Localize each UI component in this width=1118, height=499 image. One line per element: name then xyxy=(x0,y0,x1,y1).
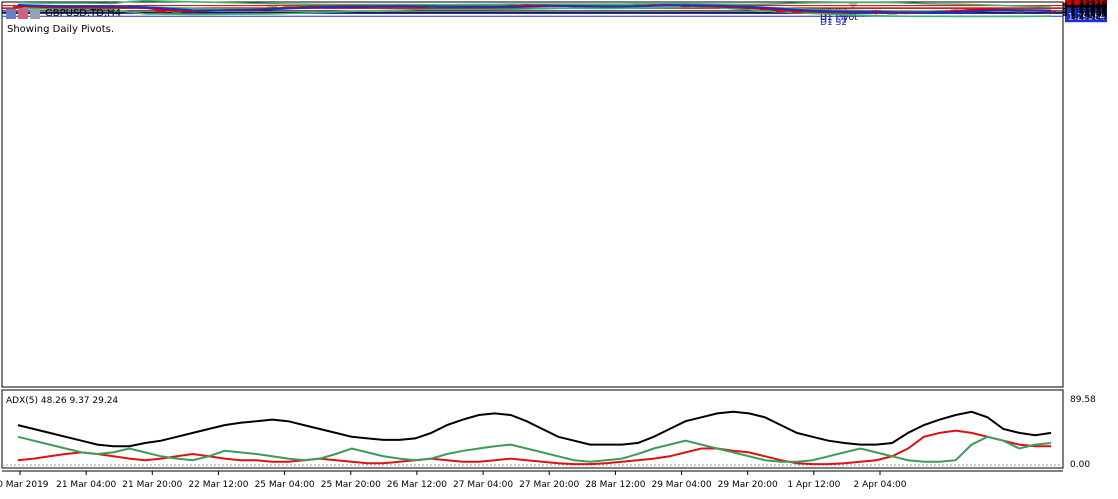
main-panel-frame xyxy=(1,1,1064,388)
adx-panel-frame xyxy=(1,389,1064,469)
adx-tick-label: 0.00 xyxy=(1070,460,1090,470)
pivot-name-label: D1 Pivot xyxy=(820,13,858,23)
bollinger-lower-line xyxy=(17,6,1052,18)
adx-plus-di-line xyxy=(17,435,1052,463)
time-tick-label: 1 Apr 12:00 xyxy=(787,480,840,490)
pivot-name-label: D1 S2 xyxy=(820,18,847,28)
time-tick-label: 21 Mar 20:00 xyxy=(122,480,182,490)
time-tick-label: 27 Mar 04:00 xyxy=(453,480,513,490)
price-tick-label: 1.31450 xyxy=(1070,5,1107,15)
pivot-subtitle: Showing Daily Pivots. xyxy=(7,24,115,35)
price-tick-label: 1.29625 xyxy=(1070,12,1107,22)
adx-minus-di-line xyxy=(17,429,1052,466)
time-tick-label: 29 Mar 04:00 xyxy=(651,480,711,490)
time-tick-label: 29 Mar 20:00 xyxy=(718,480,778,490)
time-tick-label: 22 Mar 12:00 xyxy=(188,480,248,490)
candle-body xyxy=(775,10,786,13)
adx-main-line xyxy=(17,410,1052,448)
symbol-icon xyxy=(6,9,40,19)
candle-body xyxy=(1014,11,1025,13)
bollinger-upper-line xyxy=(17,0,1052,8)
time-tick-label: 28 Mar 12:00 xyxy=(585,480,645,490)
candle-body xyxy=(887,13,898,15)
price-tick-label: 1.32545 xyxy=(1070,1,1107,11)
adx-tick-label: 89.58 xyxy=(1070,395,1096,405)
pivot-name-label: D1 R1 xyxy=(820,10,848,20)
pivot-name-label: D1 S1 xyxy=(820,15,847,25)
time-tick-label: 21 Mar 04:00 xyxy=(56,480,116,490)
time-tick-label: 27 Mar 20:00 xyxy=(519,480,579,490)
time-tick-label: 2 Apr 04:00 xyxy=(854,480,907,490)
price-tick-label: 1.30355 xyxy=(1070,9,1107,19)
price-tick-label: 1.32180 xyxy=(1070,2,1107,12)
candle-body xyxy=(267,6,278,9)
adx-indicator-label: ADX(5) 48.26 9.37 29.24 xyxy=(6,396,118,406)
time-tick-label: 26 Mar 12:00 xyxy=(387,480,447,490)
symbol-title: GBPUSD.TD,H4 xyxy=(45,8,122,19)
moving-average-slow-line xyxy=(17,4,1052,14)
price-tick-label: 1.31815 xyxy=(1070,4,1107,14)
price-tick-label: 1.30720 xyxy=(1070,8,1107,18)
candle-body xyxy=(172,11,182,13)
price-tick-label: 1.32910 xyxy=(1070,0,1107,10)
price-tag-label: 1.29364 xyxy=(1068,13,1105,23)
price-tick-label: 1.31085 xyxy=(1070,6,1107,16)
candle-body xyxy=(299,5,309,7)
candle-body xyxy=(791,12,802,14)
price-tag xyxy=(1065,10,1107,23)
time-tick-label: 25 Mar 04:00 xyxy=(255,480,315,490)
time-tick-label: 20 Mar 2019 xyxy=(0,480,49,490)
price-tick-label: 1.29990 xyxy=(1070,10,1107,20)
time-tick-label: 25 Mar 20:00 xyxy=(321,480,381,490)
